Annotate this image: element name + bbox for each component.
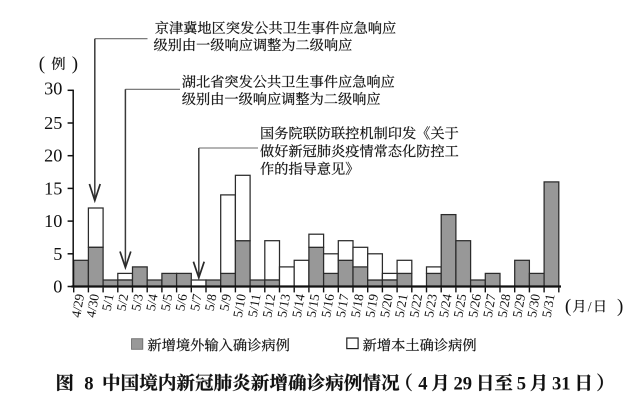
svg-text:8: 8 — [84, 373, 93, 394]
svg-text:(: ( — [39, 53, 45, 74]
svg-text:5/23: 5/23 — [421, 292, 440, 318]
svg-text:(: ( — [565, 296, 571, 317]
svg-text:0: 0 — [53, 277, 62, 297]
svg-text:5/21: 5/21 — [392, 293, 411, 319]
svg-text:5/17: 5/17 — [333, 292, 352, 318]
svg-text:31: 31 — [552, 373, 571, 394]
svg-text:5/11: 5/11 — [245, 293, 264, 318]
svg-text:15: 15 — [44, 178, 62, 198]
svg-text:4: 4 — [418, 373, 427, 394]
svg-text:25: 25 — [44, 113, 62, 133]
svg-text:/: / — [588, 299, 592, 315]
svg-text:5/12: 5/12 — [259, 293, 278, 319]
svg-text:5/9: 5/9 — [216, 292, 234, 312]
svg-text:5/8: 5/8 — [202, 292, 220, 312]
svg-text:5/31: 5/31 — [539, 293, 558, 319]
svg-text:5/22: 5/22 — [406, 293, 425, 319]
svg-text:): ) — [72, 53, 78, 74]
svg-text:5: 5 — [517, 373, 526, 394]
svg-text:5/4: 5/4 — [143, 292, 161, 312]
svg-text:5/27: 5/27 — [480, 292, 499, 318]
svg-text:5/7: 5/7 — [187, 292, 205, 312]
svg-text:5/2: 5/2 — [114, 293, 132, 312]
svg-text:5: 5 — [53, 244, 62, 264]
svg-text:4/29: 4/29 — [68, 292, 87, 318]
svg-text:5/13: 5/13 — [274, 292, 293, 318]
svg-text:5/15: 5/15 — [303, 292, 322, 318]
svg-text:5/6: 5/6 — [172, 292, 190, 312]
svg-text:30: 30 — [44, 79, 62, 99]
svg-text:5/26: 5/26 — [465, 292, 484, 318]
svg-text:5/30: 5/30 — [524, 292, 543, 318]
svg-text:5/28: 5/28 — [495, 292, 514, 318]
svg-text:29: 29 — [454, 373, 473, 394]
svg-text:4/30: 4/30 — [83, 292, 102, 318]
svg-text:5/19: 5/19 — [362, 292, 381, 318]
svg-text:5/14: 5/14 — [289, 292, 308, 318]
svg-text:5/24: 5/24 — [436, 292, 455, 318]
svg-text:5/3: 5/3 — [128, 292, 146, 312]
svg-text:5/16: 5/16 — [318, 292, 337, 318]
svg-text:5/29: 5/29 — [509, 292, 528, 318]
svg-text:5/10: 5/10 — [230, 292, 249, 318]
svg-text:5/5: 5/5 — [158, 292, 176, 312]
svg-text:5/1: 5/1 — [99, 293, 117, 312]
svg-text:): ) — [617, 296, 623, 317]
svg-text:5/25: 5/25 — [450, 292, 469, 318]
svg-text:5/18: 5/18 — [348, 292, 367, 318]
svg-text:20: 20 — [44, 146, 62, 166]
svg-text:10: 10 — [44, 211, 62, 231]
svg-text:5/20: 5/20 — [377, 292, 396, 318]
